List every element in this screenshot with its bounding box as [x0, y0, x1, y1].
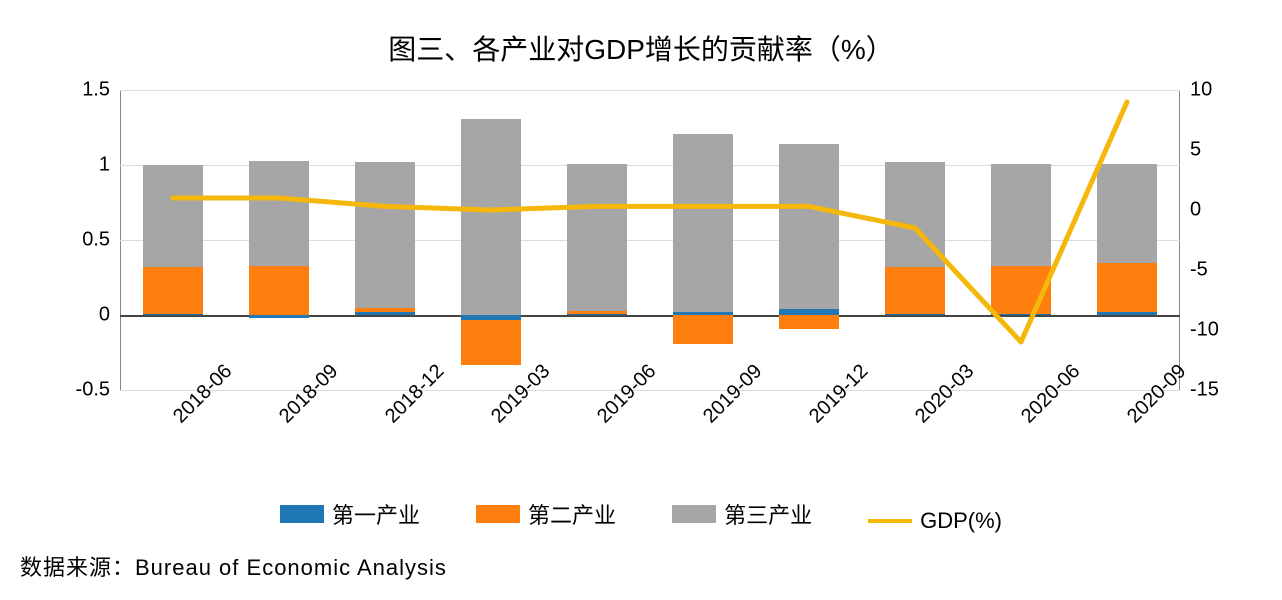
- y-right-tick: 10: [1180, 79, 1212, 102]
- bar-primary: [991, 314, 1051, 316]
- bar-secondary: [991, 266, 1051, 314]
- bar-secondary: [461, 320, 521, 365]
- y-right-tick: 5: [1180, 139, 1201, 162]
- y-left-tick: 1.5: [82, 79, 120, 102]
- bar-primary: [249, 315, 309, 318]
- bar-primary: [1097, 312, 1157, 315]
- bar-tertiary: [1097, 164, 1157, 263]
- bar-primary: [355, 312, 415, 315]
- bar-primary: [885, 314, 945, 316]
- bar-secondary: [567, 311, 627, 314]
- bar-tertiary: [249, 161, 309, 266]
- legend-item-gdp_line: GDP(%): [868, 508, 1002, 534]
- bar-secondary: [249, 266, 309, 316]
- legend-label: GDP(%): [920, 508, 1002, 534]
- plot-area: -0.500.511.5-15-10-50510: [120, 90, 1180, 390]
- grid-line: [120, 390, 1180, 391]
- legend-swatch: [476, 505, 520, 523]
- y-right-tick: 0: [1180, 199, 1201, 222]
- bar-secondary: [885, 267, 945, 314]
- bar-tertiary: [673, 134, 733, 313]
- bar-primary: [143, 314, 203, 316]
- legend-label: 第一产业: [332, 498, 420, 530]
- bar-secondary: [143, 267, 203, 314]
- data-source: 数据来源：Bureau of Economic Analysis: [20, 550, 447, 582]
- y-left-tick: 1: [99, 154, 120, 177]
- bar-secondary: [779, 315, 839, 329]
- legend-swatch: [672, 505, 716, 523]
- bar-secondary: [1097, 263, 1157, 313]
- bar-tertiary: [885, 162, 945, 267]
- chart-container: 图三、各产业对GDP增长的贡献率（%） -0.500.511.5-15-10-5…: [0, 0, 1282, 600]
- y-left-tick: 0: [99, 304, 120, 327]
- bar-tertiary: [567, 164, 627, 311]
- bar-tertiary: [143, 165, 203, 267]
- y-left-tick: -0.5: [76, 379, 120, 402]
- bar-primary: [567, 314, 627, 316]
- bar-secondary: [355, 308, 415, 313]
- y-left-tick: 0.5: [82, 229, 120, 252]
- legend-item-primary: 第一产业: [280, 498, 420, 530]
- legend-label: 第三产业: [724, 498, 812, 530]
- legend-line-swatch: [868, 519, 912, 523]
- bar-tertiary: [461, 119, 521, 316]
- legend-swatch: [280, 505, 324, 523]
- chart-title: 图三、各产业对GDP增长的贡献率（%）: [0, 28, 1282, 68]
- grid-line: [120, 90, 1180, 91]
- y-right-tick: -5: [1180, 259, 1208, 282]
- bar-secondary: [673, 315, 733, 344]
- legend-item-secondary: 第二产业: [476, 498, 616, 530]
- legend-label: 第二产业: [528, 498, 616, 530]
- bar-tertiary: [355, 162, 415, 308]
- y-right-tick: -10: [1180, 319, 1219, 342]
- y-right-tick: -15: [1180, 379, 1219, 402]
- legend: 第一产业 第二产业 第三产业 GDP(%): [0, 498, 1282, 534]
- bar-tertiary: [991, 164, 1051, 266]
- bar-tertiary: [779, 144, 839, 309]
- legend-item-tertiary: 第三产业: [672, 498, 812, 530]
- x-axis-labels: 2018-062018-092018-122019-032019-062019-…: [120, 400, 1180, 500]
